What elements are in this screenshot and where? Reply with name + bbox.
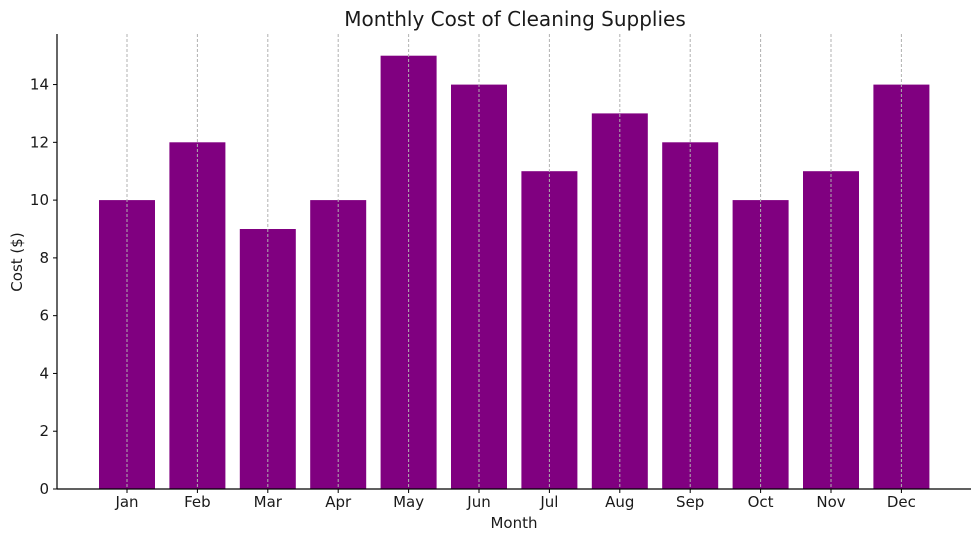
y-tick-label-6: 6 [39, 307, 49, 325]
y-tick-label-8: 8 [39, 249, 49, 267]
y-axis: 0 2 4 6 8 10 12 14 [30, 34, 58, 498]
x-tick-label-jun: Jun [466, 493, 490, 511]
x-tick-label-nov: Nov [816, 493, 845, 511]
y-tick-label-4: 4 [39, 364, 49, 382]
x-tick-label-may: May [393, 493, 424, 511]
y-tick-label-10: 10 [30, 191, 49, 209]
y-tick-label-14: 14 [30, 76, 49, 94]
x-tick-label-jan: Jan [114, 493, 138, 511]
chart-title: Monthly Cost of Cleaning Supplies [344, 7, 686, 31]
x-tick-label-aug: Aug [605, 493, 634, 511]
y-axis-label: Cost ($) [8, 232, 26, 291]
x-tick-label-sep: Sep [676, 493, 704, 511]
x-axis-label: Month [490, 514, 537, 532]
x-tick-label-dec: Dec [887, 493, 916, 511]
x-tick-label-mar: Mar [254, 493, 283, 511]
y-tick-label-2: 2 [39, 422, 49, 440]
x-tick-label-jul: Jul [539, 493, 558, 511]
bars [99, 55, 930, 490]
x-axis: Jan Feb Mar Apr May Jun Jul Aug Sep Oct Nov Dec [57, 488, 971, 511]
x-tick-label-apr: Apr [325, 493, 352, 511]
y-tick-label-0: 0 [39, 480, 49, 498]
x-tick-label-feb: Feb [184, 493, 211, 511]
grid-lines [126, 34, 902, 489]
y-tick-label-12: 12 [30, 133, 49, 151]
x-tick-label-oct: Oct [748, 493, 774, 511]
